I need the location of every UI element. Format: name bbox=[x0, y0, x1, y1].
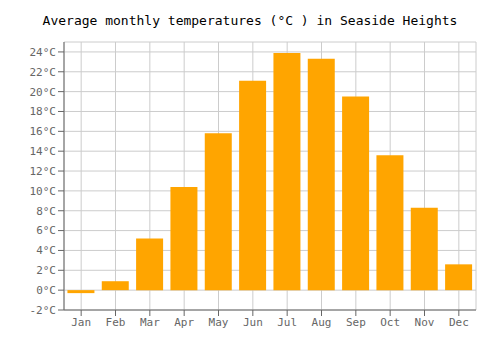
svg-text:Oct: Oct bbox=[380, 316, 400, 329]
svg-text:18°C: 18°C bbox=[30, 105, 57, 118]
svg-text:14°C: 14°C bbox=[30, 145, 57, 158]
svg-text:Aug: Aug bbox=[312, 316, 332, 329]
svg-text:May: May bbox=[209, 316, 229, 329]
svg-text:22°C: 22°C bbox=[30, 66, 57, 79]
svg-text:16°C: 16°C bbox=[30, 125, 57, 138]
svg-text:8°C: 8°C bbox=[36, 205, 56, 218]
svg-text:6°C: 6°C bbox=[36, 224, 56, 237]
svg-text:2°C: 2°C bbox=[36, 264, 56, 277]
svg-text:Dec: Dec bbox=[449, 316, 469, 329]
svg-text:4°C: 4°C bbox=[36, 244, 56, 257]
svg-text:Apr: Apr bbox=[174, 316, 194, 329]
svg-text:20°C: 20°C bbox=[30, 86, 57, 99]
svg-text:Jun: Jun bbox=[243, 316, 263, 329]
svg-text:24°C: 24°C bbox=[30, 46, 57, 59]
svg-text:-2°C: -2°C bbox=[30, 304, 57, 317]
svg-text:0°C: 0°C bbox=[36, 284, 56, 297]
svg-text:Nov: Nov bbox=[415, 316, 435, 329]
svg-text:Jul: Jul bbox=[277, 316, 297, 329]
svg-text:12°C: 12°C bbox=[30, 165, 57, 178]
html-text:Average monthly temperatures (: Average monthly temperatures (°C ) in Se… bbox=[42, 13, 458, 28]
svg-text:10°C: 10°C bbox=[30, 185, 57, 198]
svg-text:Sep: Sep bbox=[346, 316, 366, 329]
svg-text:Jan: Jan bbox=[71, 316, 91, 329]
svg-text:Feb: Feb bbox=[106, 316, 126, 329]
svg-text:Mar: Mar bbox=[140, 316, 160, 329]
